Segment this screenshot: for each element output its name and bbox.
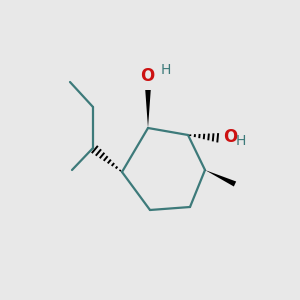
Text: H: H — [236, 134, 246, 148]
Text: H: H — [161, 63, 171, 77]
Text: O: O — [223, 128, 237, 146]
Polygon shape — [205, 170, 236, 187]
Polygon shape — [145, 90, 151, 128]
Text: O: O — [140, 67, 154, 85]
